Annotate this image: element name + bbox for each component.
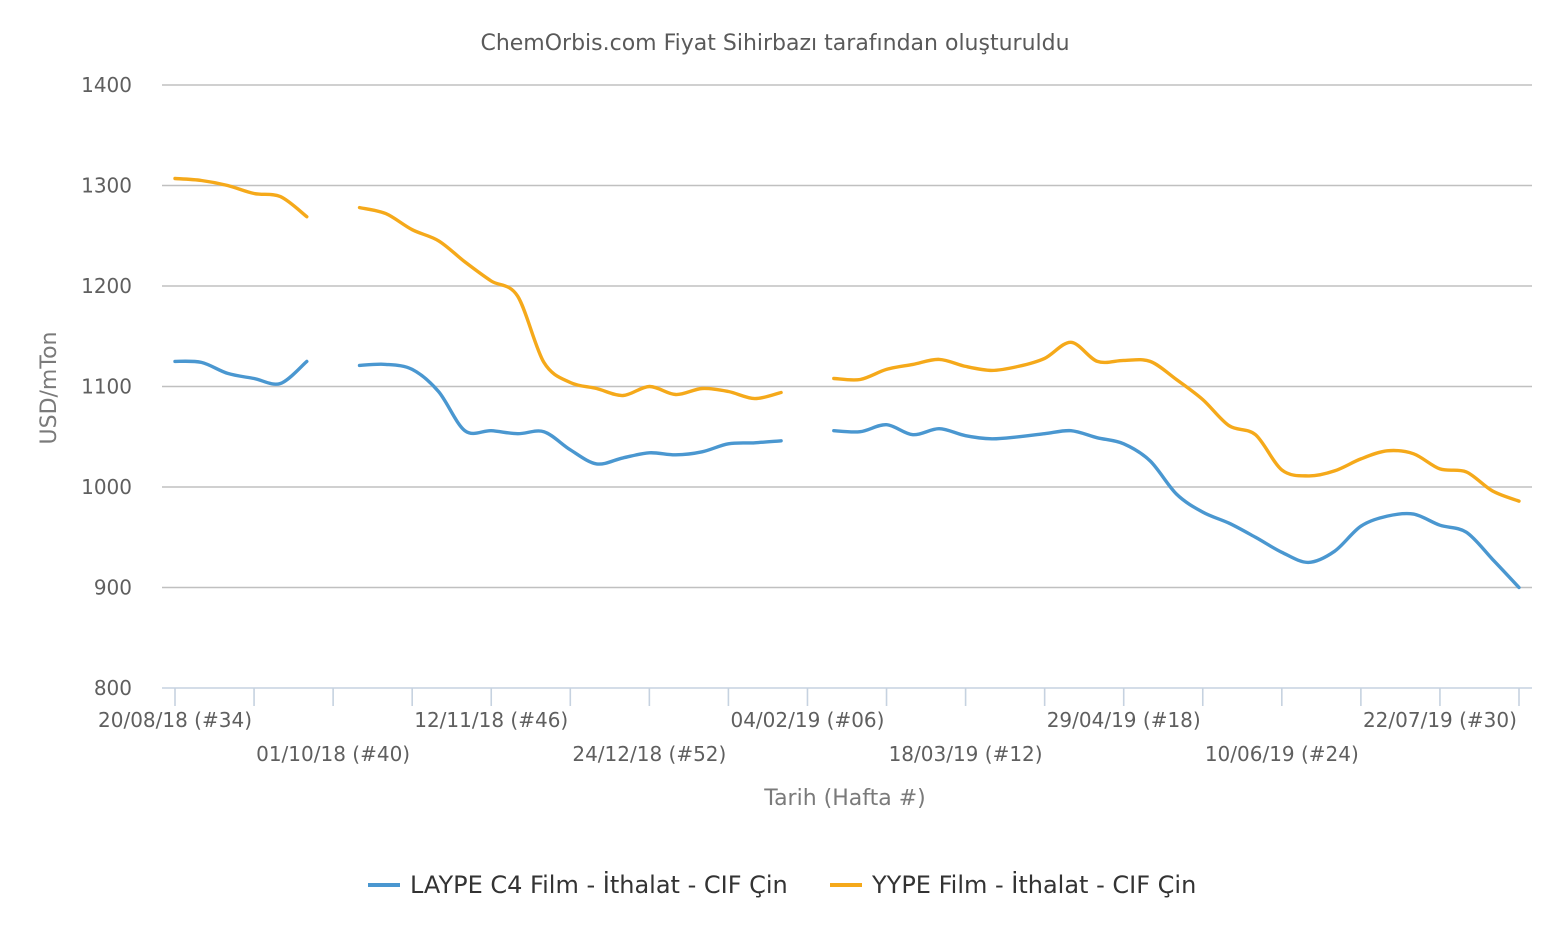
x-tick-label: 10/06/19 (#24) [1205, 742, 1359, 766]
series-segment [832, 340, 1521, 503]
series-segment [357, 362, 783, 466]
y-axis-tick-labels: 800 900 1000 1100 1200 1300 1400 [81, 73, 132, 700]
x-axis-title: Tarih (Hafta #) [763, 786, 925, 811]
x-tick-label: 20/08/18 (#34) [98, 708, 252, 732]
x-tick-label: 24/12/18 (#52) [572, 742, 726, 766]
x-tick-label: 12/11/18 (#46) [414, 708, 568, 732]
legend-item[interactable]: YYPE Film - İthalat - CIF Çin [830, 870, 1196, 899]
legend-item[interactable]: LAYPE C4 Film - İthalat - CIF Çin [368, 870, 788, 899]
y-axis-title: USD/mTon [37, 332, 62, 445]
y-tick-label: 1300 [81, 174, 132, 198]
y-tick-label: 900 [94, 576, 132, 600]
series-segment [173, 359, 309, 386]
x-tick-label: 18/03/19 (#12) [889, 742, 1043, 766]
series-lines [173, 176, 1521, 590]
series-segment [357, 205, 783, 401]
x-tick-label: 29/04/19 (#18) [1047, 708, 1201, 732]
legend: LAYPE C4 Film - İthalat - CIF Çin YYPE Fi… [368, 870, 1196, 899]
chart-subtitle: ChemOrbis.com Fiyat Sihirbazı tarafından… [480, 31, 1069, 56]
series-line-1 [173, 359, 1521, 590]
series-line-2 [173, 176, 1521, 503]
gridlines [162, 84, 1532, 589]
y-tick-label: 1200 [81, 274, 132, 298]
y-tick-label: 1100 [81, 375, 132, 399]
x-axis: 20/08/18 (#34)01/10/18 (#40)12/11/18 (#4… [98, 687, 1532, 766]
x-tick-label: 04/02/19 (#06) [730, 708, 884, 732]
series-segment [173, 176, 309, 219]
y-tick-label: 800 [94, 676, 132, 700]
series-segment [832, 422, 1521, 590]
y-tick-label: 1400 [81, 73, 132, 97]
y-tick-label: 1000 [81, 475, 132, 499]
legend-label: LAYPE C4 Film - İthalat - CIF Çin [410, 870, 788, 899]
x-tick-label: 01/10/18 (#40) [256, 742, 410, 766]
legend-label: YYPE Film - İthalat - CIF Çin [871, 870, 1196, 899]
x-tick-label: 22/07/19 (#30) [1363, 708, 1517, 732]
